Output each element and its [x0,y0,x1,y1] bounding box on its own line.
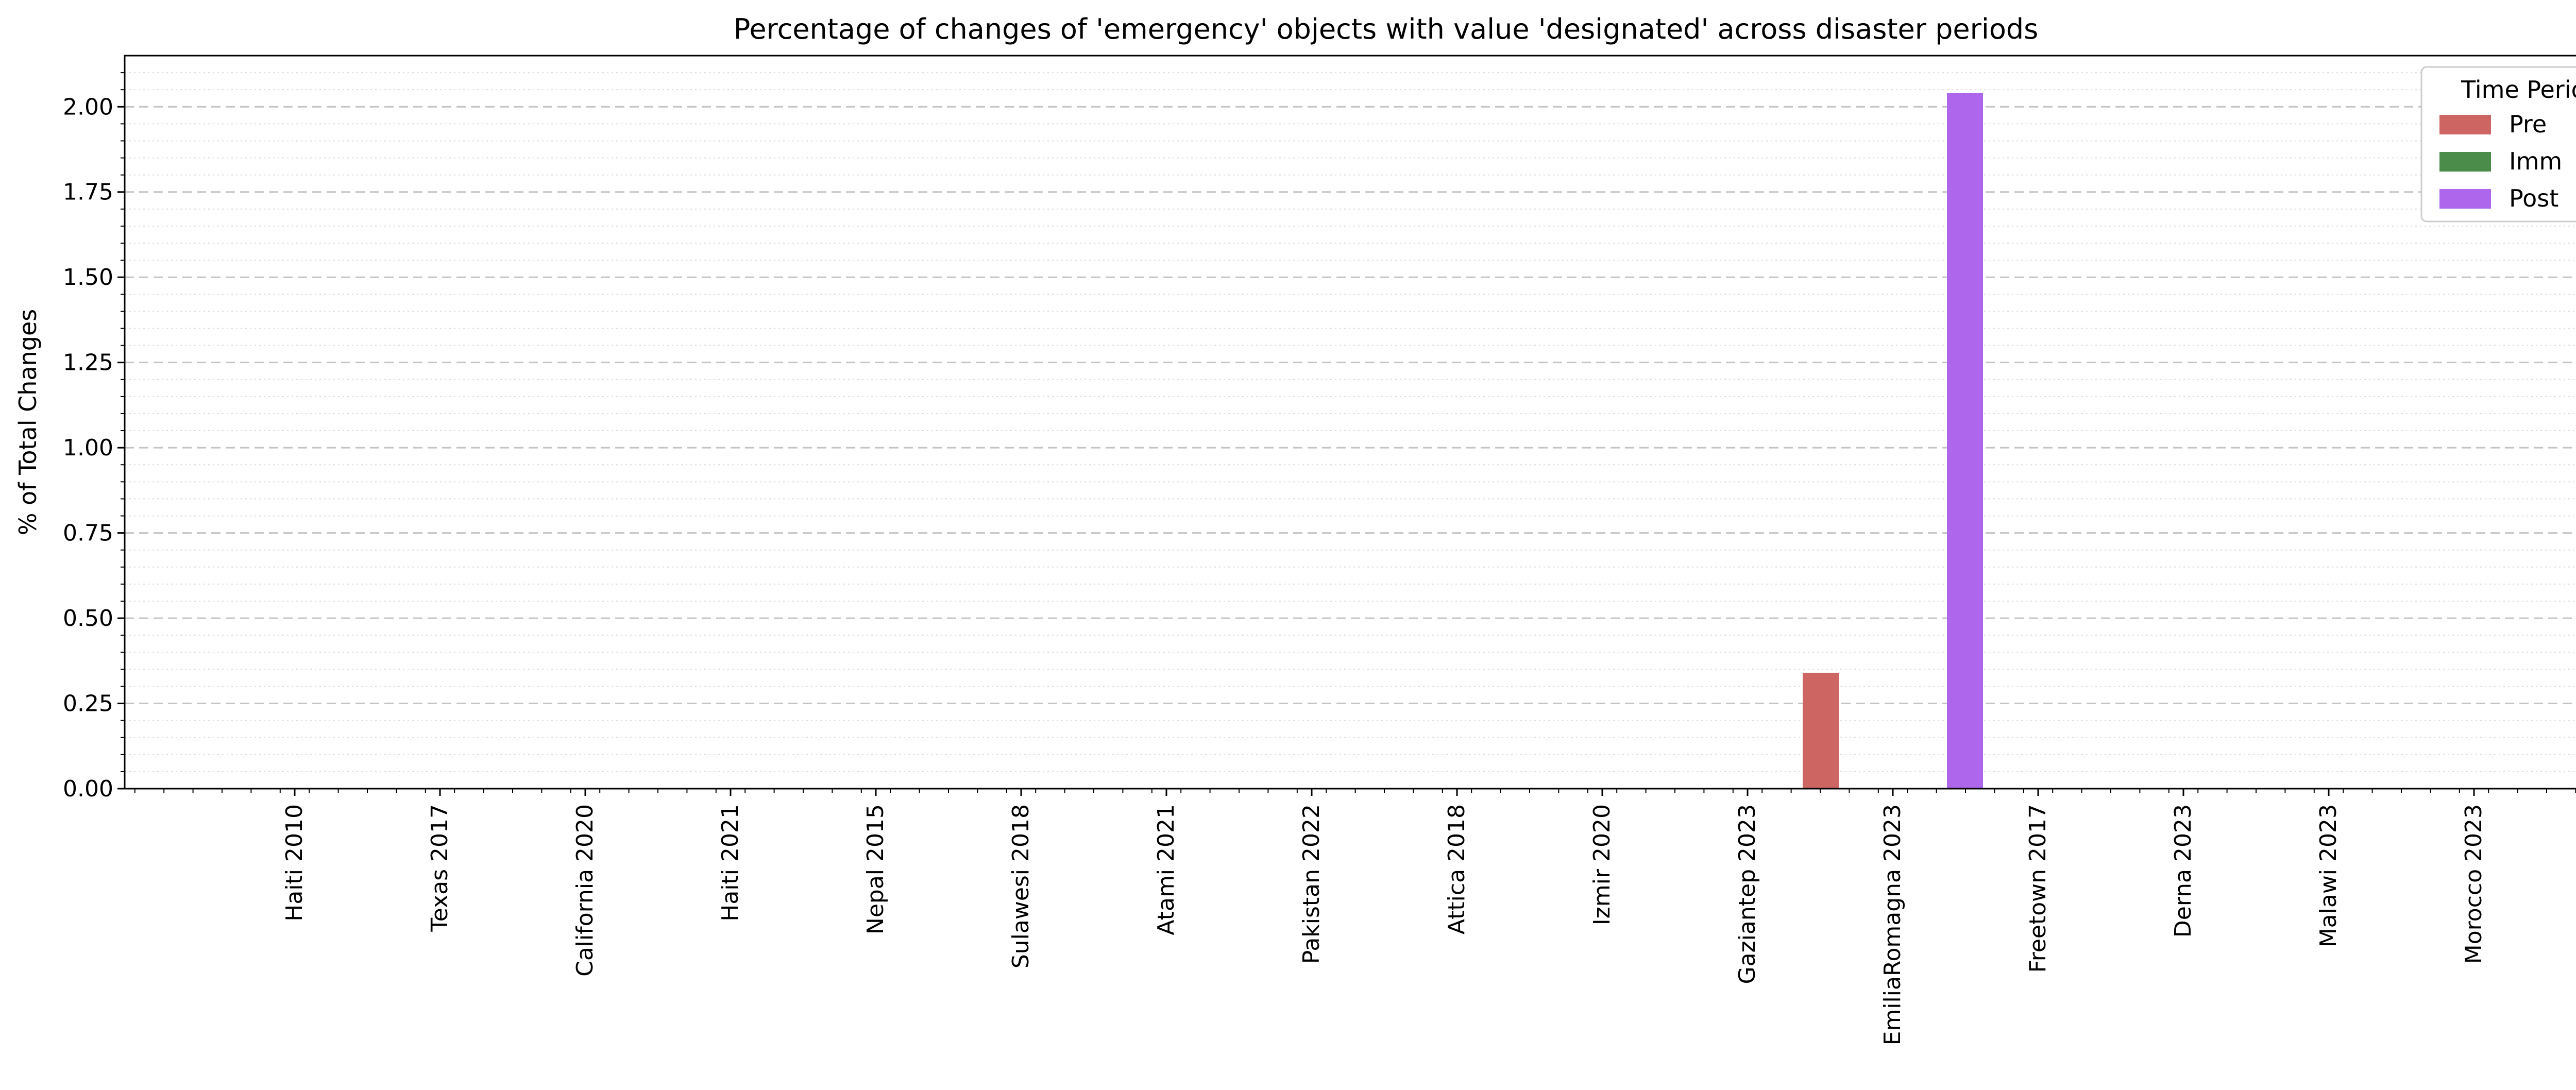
legend-swatch-imm [2439,152,2491,172]
bar-pre-11 [1803,672,1839,789]
x-tick-label: Nepal 2015 [862,804,889,934]
grid-lines [125,72,2576,772]
legend-label-post: Post [2509,184,2558,212]
legend-swatch-post [2439,189,2491,209]
x-tick-label: Pakistan 2022 [1298,804,1325,964]
chart-title: Percentage of changes of 'emergency' obj… [734,13,2039,45]
x-tick-label: Freetown 2017 [2025,804,2051,973]
y-tick-label: 0.50 [63,605,113,632]
x-tick-label: Morocco 2023 [2461,804,2487,964]
x-tick-label: Izmir 2020 [1589,804,1615,925]
plot-frame [124,55,2576,790]
bar-post-11 [1947,93,1983,789]
y-tick-label: 1.75 [63,179,113,206]
y-tick-label: 0.75 [63,520,113,547]
x-tick-label: Atami 2021 [1153,804,1179,935]
legend-label-imm: Imm [2509,147,2562,175]
x-tick-label: EmiliaRomagna 2023 [1879,804,1906,1045]
legend-title: Time Period [2461,76,2576,104]
x-tick-label: Haiti 2021 [717,804,743,922]
x-tick-label: Sulawesi 2018 [1008,804,1034,968]
x-tick-label: Attica 2018 [1444,804,1470,934]
y-tick-label: 1.50 [63,264,113,291]
x-tick-label: California 2020 [572,804,598,977]
legend: Time Period Pre Imm Post [2420,66,2576,223]
legend-label-pre: Pre [2509,110,2547,138]
x-tick-label: Derna 2023 [2170,804,2196,938]
y-tick-label: 0.00 [63,776,113,802]
legend-swatch-pre [2439,115,2491,134]
bars [1803,93,1983,789]
legend-box [2420,66,2576,223]
x-tick-label: Texas 2017 [427,804,453,932]
y-tick-label: 2.00 [63,94,113,120]
y-tick-label: 1.25 [63,350,113,376]
y-tick-label: 0.25 [63,691,113,717]
x-tick-label: Haiti 2010 [281,804,308,922]
x-tick-label: Gaziantep 2023 [1734,804,1760,984]
y-axis-label: % of Total Changes [14,309,42,535]
y-tick-label: 1.00 [63,435,113,461]
axes: 0.00 0.25 0.50 0.75 1.00 1.25 1.50 1.75 2.00 Hait… [63,72,2576,1045]
x-tick-label: Malawi 2023 [2315,804,2342,947]
